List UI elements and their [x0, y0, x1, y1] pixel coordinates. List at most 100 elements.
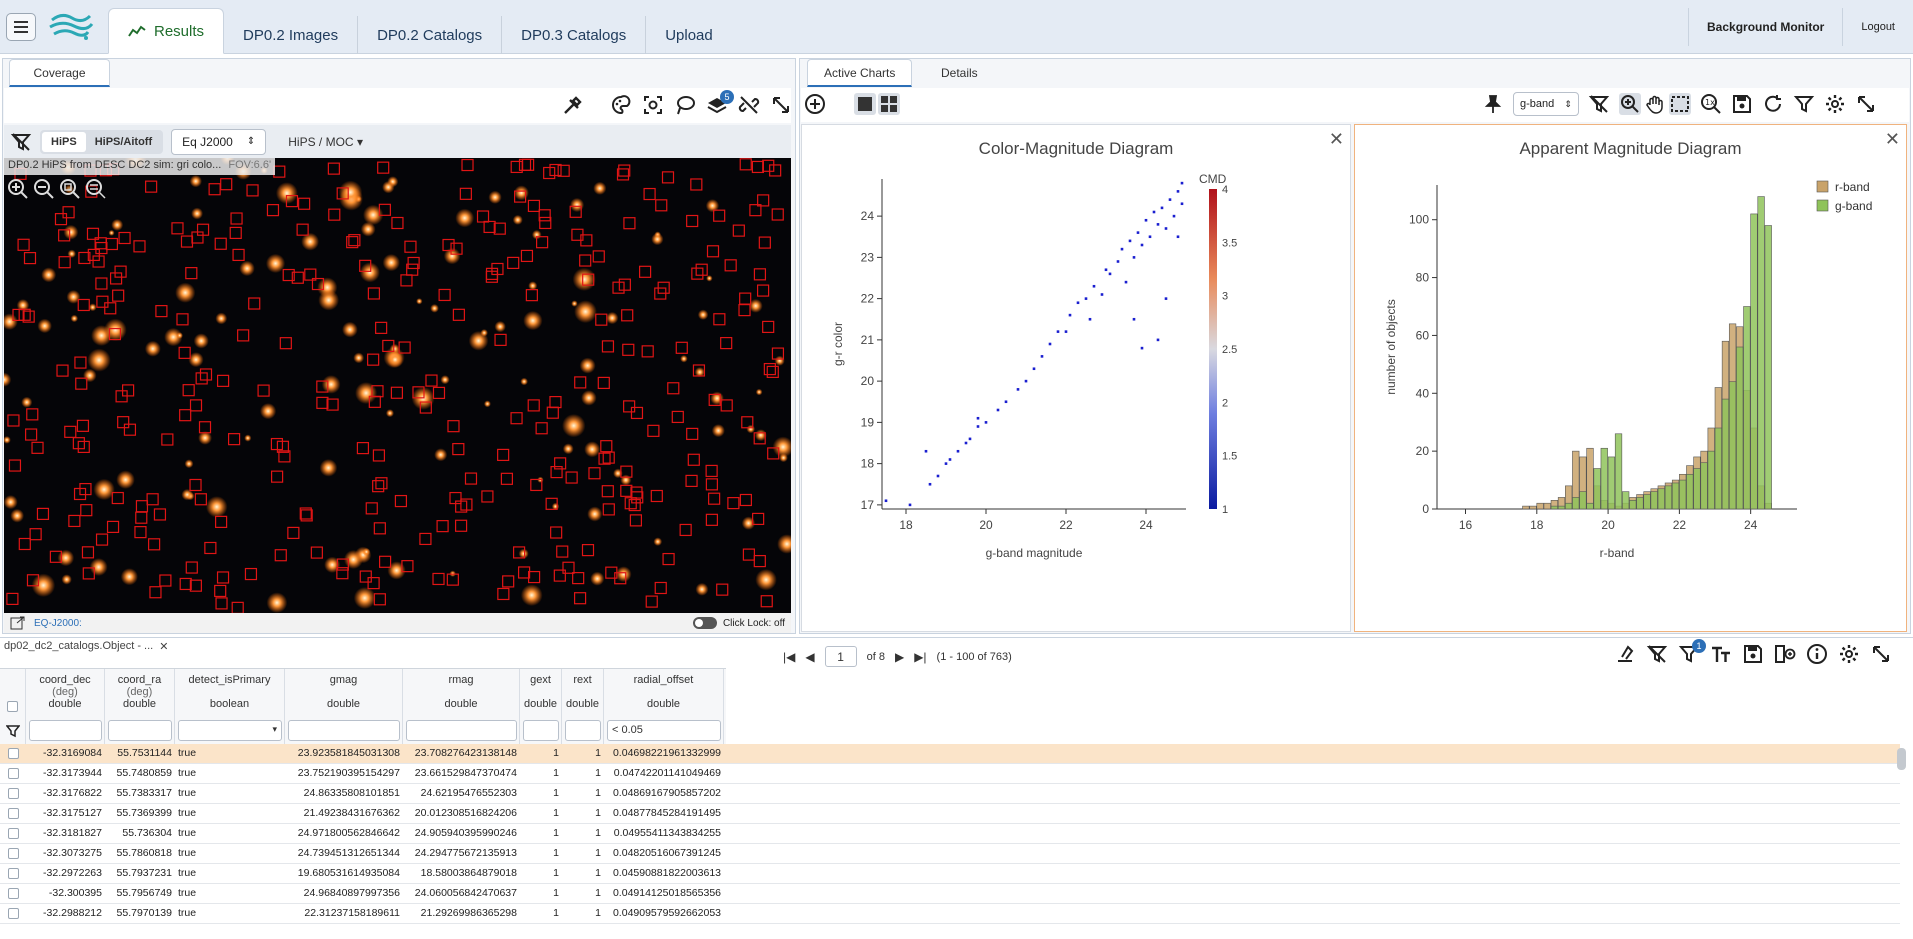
select-all-checkbox[interactable]	[7, 701, 18, 712]
menu-button[interactable]	[6, 13, 36, 41]
table-tab[interactable]: dp02_dc2_catalogs.Object - ... ✕	[4, 640, 168, 653]
zoom-1x-icon[interactable]	[84, 177, 108, 199]
click-lock-toggle[interactable]	[692, 617, 717, 629]
column-filter-input[interactable]	[108, 720, 172, 741]
extract-icon[interactable]	[1614, 643, 1636, 665]
select-box-icon[interactable]	[1668, 93, 1691, 115]
add-column-icon[interactable]	[1774, 643, 1796, 665]
first-page-icon[interactable]: |◀	[783, 649, 796, 664]
column-header-radial_offset[interactable]: radial_offset double < 0.05	[604, 669, 724, 747]
logout-button[interactable]: Logout	[1842, 8, 1913, 46]
tab-details[interactable]: Details	[941, 66, 978, 80]
filter-off-icon[interactable]	[10, 131, 32, 153]
table-row[interactable]: -32.3073275 55.7860818 true 24.739451312651…	[0, 844, 1900, 864]
column-filter-input[interactable]	[288, 720, 400, 741]
zoom-fit-icon[interactable]	[58, 177, 82, 199]
prev-page-icon[interactable]: ◀	[805, 649, 815, 664]
text-format-icon[interactable]	[1710, 643, 1732, 665]
pan-icon[interactable]	[1644, 93, 1666, 115]
coverage-image-viewer[interactable]	[4, 158, 791, 613]
row-checkbox[interactable]	[8, 748, 19, 759]
close-icon[interactable]: ✕	[1328, 129, 1344, 149]
single-view-icon[interactable]	[854, 93, 876, 115]
row-checkbox[interactable]	[8, 908, 19, 919]
tab-active-charts[interactable]: Active Charts	[807, 59, 913, 87]
tab-results[interactable]: Results	[108, 8, 225, 54]
background-monitor-button[interactable]: Background Monitor	[1688, 8, 1842, 46]
filter-off-icon[interactable]	[1646, 643, 1668, 665]
recenter-icon[interactable]	[642, 94, 664, 116]
restore-icon[interactable]	[1762, 93, 1784, 115]
row-checkbox[interactable]	[8, 888, 19, 899]
table-row[interactable]: -32.3169084 55.7531144 true 23.923581845031…	[0, 744, 1900, 764]
projection-aitoff[interactable]: HiPS/Aitoff	[94, 135, 153, 148]
amd-plot[interactable]: 16 18 20 22 24 0 20 40 60 80 100 r-band number of ob…	[1355, 125, 1906, 631]
row-checkbox[interactable]	[8, 848, 19, 859]
projection-toggle[interactable]: HiPS HiPS/Aitoff	[40, 129, 164, 154]
projection-hips[interactable]: HiPS	[42, 131, 86, 152]
last-page-icon[interactable]: ▶|	[914, 649, 927, 664]
amd-chart[interactable]: Apparent Magnitude Diagram ✕ 16 18 20 22 24 0…	[1354, 124, 1907, 632]
row-checkbox[interactable]	[8, 788, 19, 799]
column-filter-input[interactable]	[523, 720, 559, 741]
palette-icon[interactable]	[610, 94, 632, 116]
row-checkbox[interactable]	[8, 768, 19, 779]
expand-icon[interactable]	[770, 94, 792, 116]
table-scrollbar[interactable]	[1897, 748, 1906, 770]
zoom-out-icon[interactable]	[32, 177, 56, 199]
tab-dp02-catalogs[interactable]: DP0.2 Catalogs	[358, 16, 503, 54]
hips-moc-dropdown[interactable]: HiPS / MOC ▾	[274, 135, 363, 149]
link-off-icon[interactable]	[738, 94, 760, 116]
column-filter-input[interactable]	[565, 720, 601, 741]
expand-icon[interactable]	[1870, 643, 1892, 665]
tools-icon[interactable]	[562, 94, 584, 116]
column-filter-input[interactable]: ▾	[178, 720, 282, 741]
zoom-tool-icon[interactable]	[1618, 93, 1641, 115]
table-row[interactable]: -32.3181827 55.736304 true 24.9718005628466…	[0, 824, 1900, 844]
external-link-icon[interactable]	[10, 616, 26, 630]
filter-icon[interactable]	[6, 724, 20, 738]
sky-image[interactable]	[4, 158, 791, 613]
zoom-in-icon[interactable]	[6, 177, 30, 199]
column-header-rmag[interactable]: rmag double	[403, 669, 520, 747]
cmd-chart[interactable]: Color-Magnitude Diagram ✕ 18 20 22 24 17 18 19…	[801, 124, 1351, 632]
band-select[interactable]: g-band ⇕	[1513, 92, 1579, 116]
save-icon[interactable]	[1731, 93, 1753, 115]
save-icon[interactable]	[1742, 643, 1764, 665]
column-filter-input[interactable]: < 0.05	[607, 720, 721, 741]
row-checkbox[interactable]	[8, 868, 19, 879]
table-row[interactable]: -32.3176822 55.7383317 true 24.863358081018…	[0, 784, 1900, 804]
next-page-icon[interactable]: ▶	[894, 649, 905, 664]
column-header-detect_isPrimary[interactable]: detect_isPrimary boolean ▾	[175, 669, 285, 747]
close-icon[interactable]: ✕	[159, 641, 169, 653]
pin-icon[interactable]	[1482, 93, 1504, 115]
grid-view-icon[interactable]	[878, 93, 900, 115]
table-row[interactable]: -32.3175127 55.7369399 true 21.492384316763…	[0, 804, 1900, 824]
column-filter-input[interactable]	[406, 720, 517, 741]
filter-off-icon[interactable]	[1588, 93, 1610, 115]
close-icon[interactable]: ✕	[1884, 129, 1900, 149]
table-row[interactable]: -32.2988212 55.7970139 true 22.312371581896…	[0, 904, 1900, 924]
expand-icon[interactable]	[1855, 93, 1877, 115]
column-header-rext[interactable]: rext double	[562, 669, 604, 747]
row-checkbox[interactable]	[8, 828, 19, 839]
filter-icon[interactable]: 1	[1678, 639, 1706, 665]
settings-icon[interactable]	[1824, 93, 1846, 115]
add-chart-icon[interactable]	[804, 93, 826, 115]
column-header-gext[interactable]: gext double	[520, 669, 562, 747]
row-checkbox[interactable]	[8, 808, 19, 819]
layers-icon[interactable]: 5	[706, 90, 734, 116]
table-row[interactable]: -32.300395 55.7956749 true 24.9684089799735…	[0, 884, 1900, 904]
table-row[interactable]: -32.2972263 55.7937231 true 19.680531614935…	[0, 864, 1900, 884]
column-header-gmag[interactable]: gmag double	[285, 669, 403, 747]
tab-upload[interactable]: Upload	[646, 16, 732, 54]
reset-zoom-icon[interactable]: 1x	[1700, 93, 1722, 115]
tab-coverage[interactable]: Coverage	[9, 59, 110, 87]
coord-system-select[interactable]: Eq J2000 ⇕	[171, 128, 267, 155]
info-icon[interactable]	[1806, 643, 1828, 665]
column-filter-input[interactable]	[29, 720, 102, 741]
tab-dp02-images[interactable]: DP0.2 Images	[224, 16, 359, 54]
filter-icon[interactable]	[1793, 93, 1815, 115]
page-input[interactable]: 1	[824, 646, 857, 667]
